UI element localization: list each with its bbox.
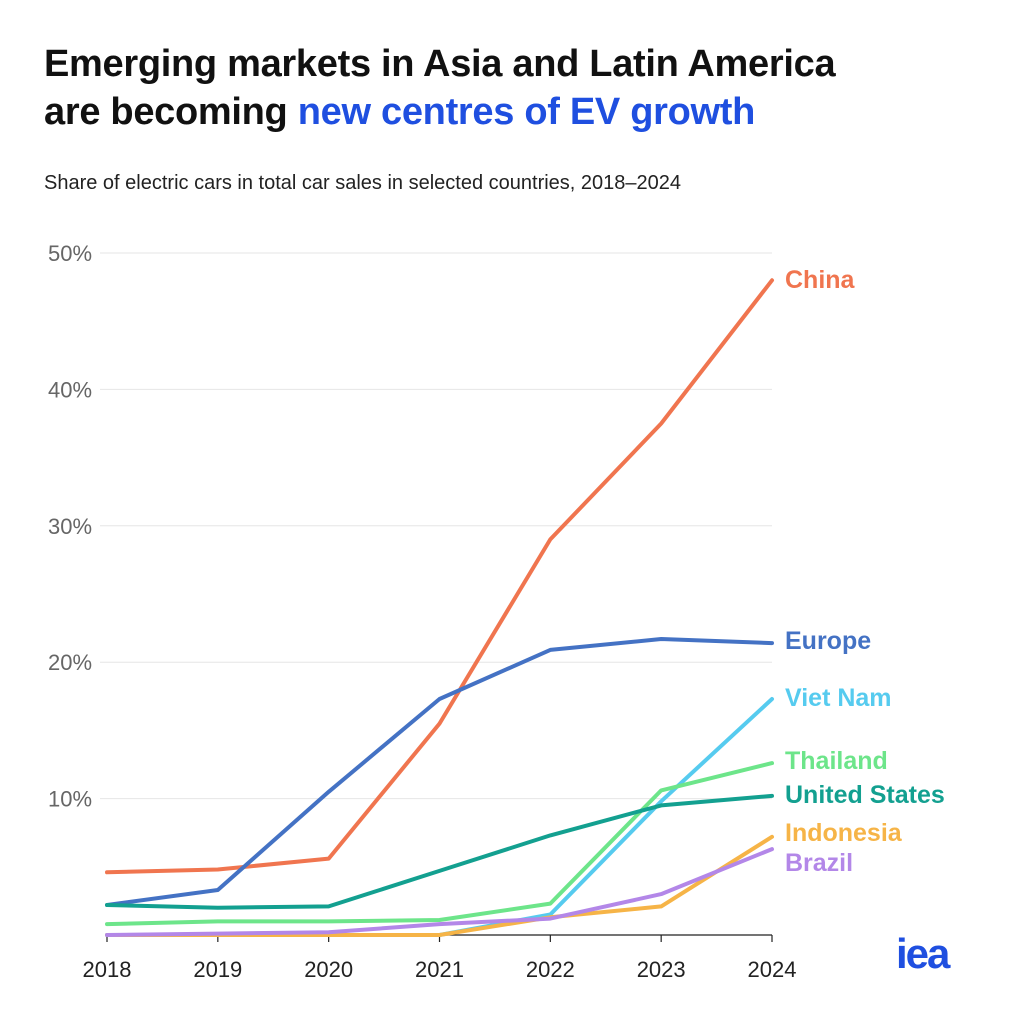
x-tick-label: 2020 xyxy=(304,957,353,982)
series-line-europe xyxy=(105,637,774,907)
series-line-brazil xyxy=(105,847,774,937)
y-tick-label: 40% xyxy=(48,377,92,402)
series-label-indonesia: Indonesia xyxy=(785,819,903,847)
iea-logo: iea xyxy=(896,930,950,977)
y-tick-label: 50% xyxy=(48,241,92,266)
x-tick-label: 2023 xyxy=(637,957,686,982)
x-tick-label: 2021 xyxy=(415,957,464,982)
series-label-europe: Europe xyxy=(785,627,871,655)
y-tick-label: 30% xyxy=(48,514,92,539)
y-tick-label: 20% xyxy=(48,650,92,675)
title-highlight: new centres of EV growth xyxy=(297,91,756,133)
y-tick-label: 10% xyxy=(48,787,92,812)
title-plain: are becoming xyxy=(44,91,298,133)
x-tick-label: 2018 xyxy=(83,957,132,982)
series-label-thailand: Thailand xyxy=(785,747,888,775)
x-tick-label: 2022 xyxy=(526,957,575,982)
series-label-china: China xyxy=(785,266,856,294)
x-tick-label: 2024 xyxy=(748,957,797,982)
series-line-united-states xyxy=(105,793,774,910)
series-label-brazil: Brazil xyxy=(785,849,853,877)
chart-subtitle: Share of electric cars in total car sale… xyxy=(44,172,682,194)
chart-title: Emerging markets in Asia and Latin Ameri… xyxy=(44,40,984,136)
series-line-china xyxy=(105,278,774,875)
title-line-1: Emerging markets in Asia and Latin Ameri… xyxy=(44,43,836,85)
series-label-united-states: United States xyxy=(785,781,945,809)
series-label-viet-nam: Viet Nam xyxy=(785,684,892,712)
title-line-2: are becoming new centres of EV growth xyxy=(44,88,984,136)
series-line-thailand xyxy=(105,761,774,927)
x-tick-label: 2019 xyxy=(193,957,242,982)
